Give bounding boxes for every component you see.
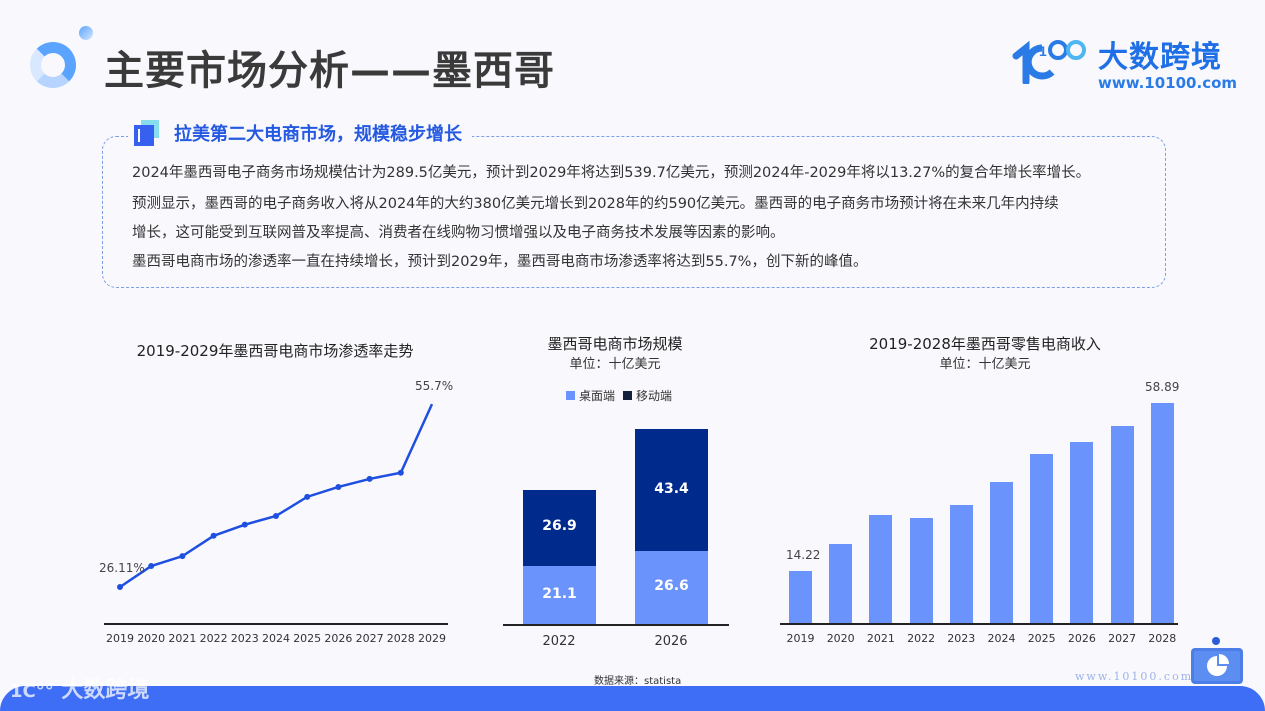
stacked-chart-subtitle: 单位：十亿美元 [569, 357, 661, 372]
svg-text:1: 1 [1039, 43, 1047, 59]
line-point [273, 512, 279, 519]
bar-2026-desktop: 26.6 [635, 551, 708, 624]
legend-mobile-swatch [623, 391, 633, 400]
bar-tick: 2023 [947, 632, 976, 645]
logo-url: www.10100.com [1098, 74, 1238, 92]
revenue-bar [949, 505, 973, 624]
summary-line-1: 2024年墨西哥电子商务市场规模估计为289.5亿美元，预计到2029年将达到5… [132, 165, 1091, 181]
revenue-bar [1070, 442, 1094, 624]
summary-line-2: 预测显示，墨西哥的电子商务收入将从2024年的大约380亿美元增长到2028年的… [132, 196, 1059, 212]
revenue-bar [909, 517, 933, 624]
line-point [241, 521, 248, 528]
stacked-x-axis [503, 624, 729, 626]
section-icon [134, 120, 160, 146]
bar-chart-title: 2019-2028年墨西哥零售电商收入 [869, 335, 1101, 353]
revenue-bar [1150, 403, 1174, 624]
footer-logo: 1C°° 大数跨境 [10, 678, 150, 703]
line-tick: 2022 [199, 632, 228, 645]
line-point [210, 532, 217, 539]
line-tick: 2025 [293, 632, 322, 645]
line-last-label: 55.7% [415, 379, 454, 393]
pin-icon [1212, 637, 1220, 645]
bar-chart-subtitle: 单位：十亿美元 [939, 357, 1031, 372]
stacked-bar-2022: 26.9 21.1 [523, 490, 596, 624]
line-first-label: 26.11% [99, 561, 145, 575]
stacked-legend: 桌面端 移动端 [566, 387, 672, 404]
line-point [117, 584, 123, 590]
title-ring-icon [30, 42, 76, 88]
line-tick: 2026 [324, 632, 353, 645]
bar-tick: 2027 [1108, 632, 1137, 645]
revenue-bar [869, 514, 893, 624]
line-point [148, 563, 155, 570]
bar-tick: 2021 [866, 632, 895, 645]
bar-tick: 2022 [907, 632, 936, 645]
bar-2022-desktop: 21.1 [523, 566, 596, 624]
footer-bar [0, 686, 1265, 711]
bar-2022-mobile: 26.9 [523, 490, 596, 566]
line-x-axis [104, 623, 448, 625]
line-tick: 2027 [355, 632, 384, 645]
stacked-tick-2022: 2022 [542, 634, 576, 649]
stacked-tick-2026: 2026 [654, 634, 688, 649]
summary-line-3: 增长，这可能受到互联网普及率提高、消费者在线购物习惯增强以及电子商务技术发展等因… [132, 225, 785, 241]
logo-mark-icon: 1 [1012, 40, 1086, 84]
revenue-bar [1110, 426, 1134, 624]
line-tick: 2023 [230, 632, 259, 645]
summary-box [102, 136, 1166, 288]
bar-tick: 2028 [1148, 632, 1177, 645]
line-tick: 2019 [106, 632, 134, 645]
footer-url: www.10100.com [1075, 670, 1194, 683]
title-dot-icon [79, 26, 93, 40]
line-point [335, 483, 342, 490]
line-chart-title: 2019-2029年墨西哥电商市场渗透率走势 [136, 342, 414, 360]
legend-mobile-label: 移动端 [636, 389, 673, 403]
page-title: 主要市场分析——墨西哥 [104, 48, 555, 94]
bar-tick: 2019 [786, 632, 815, 645]
line-point [397, 469, 404, 476]
legend-desktop-swatch [566, 391, 575, 400]
data-source: 数据来源：statista [594, 676, 682, 687]
stacked-chart-title: 墨西哥电商市场规模 [547, 335, 683, 353]
line-tick: 2020 [137, 632, 166, 645]
revenue-bar [829, 544, 853, 624]
revenue-bar [990, 481, 1013, 624]
line-tick: 2028 [386, 632, 415, 645]
revenue-bar [1030, 454, 1054, 624]
line-point [179, 553, 186, 560]
line-chart [117, 403, 434, 590]
summary-line-4: 墨西哥电商市场的渗透率一直在持续增长，预计到2029年，墨西哥电商市场渗透率将达… [132, 254, 868, 270]
footer-logo-mark-icon: 1C°° [10, 681, 54, 702]
bar-first-label: 14.22 [786, 548, 821, 562]
logo-name: 大数跨境 [1098, 40, 1222, 75]
line-point [366, 475, 373, 482]
line-tick: 2029 [418, 632, 446, 645]
revenue-bar [789, 570, 812, 624]
bar-tick: 2025 [1027, 632, 1056, 645]
bar-tick: 2020 [826, 632, 855, 645]
summary-heading: 拉美第二大电商市场，规模稳步增长 [128, 120, 472, 146]
bar-tick: 2026 [1067, 632, 1096, 645]
summary-title: 拉美第二大电商市场，规模稳步增长 [174, 124, 462, 145]
line-tick: 2021 [168, 632, 197, 645]
legend-desktop-label: 桌面端 [579, 389, 616, 403]
bar-last-label: 58.89 [1145, 380, 1180, 394]
line-point [304, 493, 311, 500]
line-tick: 2024 [262, 632, 290, 645]
stacked-bar-2026: 43.4 26.6 [635, 429, 708, 624]
bar-2026-mobile: 43.4 [635, 429, 708, 551]
pie-chart-board-icon [1191, 648, 1243, 684]
bar-tick: 2024 [987, 632, 1016, 645]
bar-x-axis [780, 623, 1178, 625]
